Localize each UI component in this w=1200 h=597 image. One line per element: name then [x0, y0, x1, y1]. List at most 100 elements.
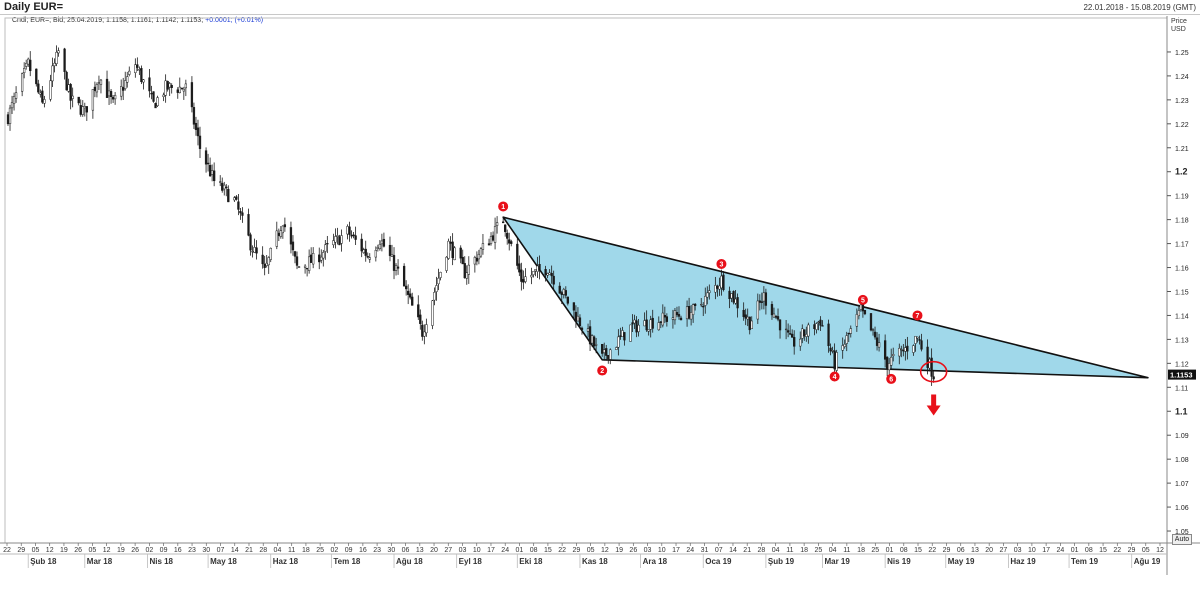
candle-body: [572, 302, 576, 311]
candle-info-values: Cndl; EUR=; Bid; 25.04.2019; 1.1158; 1.1…: [12, 17, 204, 24]
y-tick-label: 1.25: [1175, 50, 1189, 57]
x-tick-label: 23: [373, 547, 381, 554]
candle-body: [128, 70, 131, 75]
candle-body: [265, 262, 268, 266]
candle: [368, 253, 371, 263]
auto-scale-button[interactable]: Auto: [1172, 534, 1192, 545]
candle: [12, 92, 16, 111]
candle-body: [85, 106, 88, 113]
candle-body: [784, 328, 788, 331]
candle: [352, 231, 355, 239]
marker-dot: [829, 371, 840, 382]
candle-body: [251, 251, 254, 253]
candle-body: [906, 345, 909, 352]
candle: [433, 287, 436, 306]
candle-body: [91, 89, 95, 111]
candle-body: [51, 65, 54, 82]
candle: [251, 245, 254, 258]
candle-body: [702, 305, 705, 308]
candle: [871, 328, 875, 336]
candle: [912, 344, 915, 356]
candle-body: [902, 349, 905, 352]
candle-body: [402, 265, 406, 287]
candle-body: [210, 170, 214, 175]
candle-body: [417, 304, 420, 318]
candle-body: [536, 265, 539, 272]
candle-body: [847, 332, 850, 335]
candle-body: [607, 354, 610, 360]
candle: [423, 324, 426, 345]
y-tick-label: 1.15: [1175, 289, 1189, 296]
candle-body: [409, 293, 412, 298]
candle: [303, 264, 307, 274]
candle: [128, 66, 131, 77]
candle: [249, 232, 252, 256]
marker-2: 2: [597, 365, 608, 376]
candle: [293, 250, 297, 264]
candle: [821, 320, 824, 327]
y-tick-label: 1.1: [1175, 406, 1188, 416]
candle-body: [164, 80, 167, 96]
candle: [552, 270, 555, 291]
candle: [126, 71, 129, 88]
candle-body: [883, 340, 887, 360]
candle: [495, 216, 499, 234]
candle-body: [326, 243, 329, 245]
candle-body: [307, 256, 311, 271]
candle-body: [645, 319, 648, 331]
candle: [247, 208, 250, 237]
marker-label: 5: [861, 297, 865, 304]
candle: [10, 95, 14, 114]
candle-body: [788, 333, 792, 335]
candle-body: [404, 285, 408, 290]
x-tick-label: 29: [17, 547, 25, 554]
candle-body: [473, 257, 477, 265]
candle: [463, 256, 466, 279]
candle-body: [332, 240, 335, 246]
candle: [148, 69, 151, 98]
candle: [168, 82, 171, 96]
candle: [63, 47, 66, 80]
candle-body: [388, 244, 392, 256]
x-tick-label: 05: [89, 547, 97, 554]
x-tick-label: 15: [544, 547, 552, 554]
candle-body: [29, 59, 32, 72]
marker-dot: [716, 258, 727, 269]
x-tick-label: 22: [558, 547, 566, 554]
month-label: Ara 18: [643, 557, 668, 566]
candle-body: [803, 329, 806, 337]
month-label: Tem 19: [1071, 557, 1099, 566]
candle: [281, 225, 285, 239]
x-tick-label: 14: [729, 547, 737, 554]
candle-body: [43, 99, 46, 104]
candle: [152, 91, 155, 103]
candle: [736, 293, 739, 318]
candle-body: [635, 320, 638, 333]
candle-body: [877, 342, 881, 348]
candle-body: [522, 279, 525, 283]
candle: [219, 175, 222, 187]
candle: [451, 233, 454, 266]
candle-body: [487, 243, 491, 246]
candle-body: [261, 254, 264, 265]
x-tick-label: 26: [74, 547, 82, 554]
x-tick-label: 10: [658, 547, 666, 554]
candle: [778, 319, 782, 339]
candle-body: [578, 317, 582, 327]
candle-body: [350, 234, 353, 237]
candle-body: [233, 197, 236, 201]
candle: [156, 95, 159, 108]
candle-body: [673, 310, 677, 321]
candle: [477, 249, 481, 265]
candle: [788, 325, 792, 336]
candle: [459, 245, 462, 264]
marker-7: 7: [912, 310, 923, 321]
y-tick-label: 1.16: [1175, 266, 1189, 273]
candle-body: [817, 321, 820, 324]
candle-body: [281, 225, 285, 234]
candle: [502, 217, 505, 224]
candle-body: [594, 344, 598, 346]
candle-body: [208, 164, 212, 177]
candle-body: [892, 354, 895, 357]
